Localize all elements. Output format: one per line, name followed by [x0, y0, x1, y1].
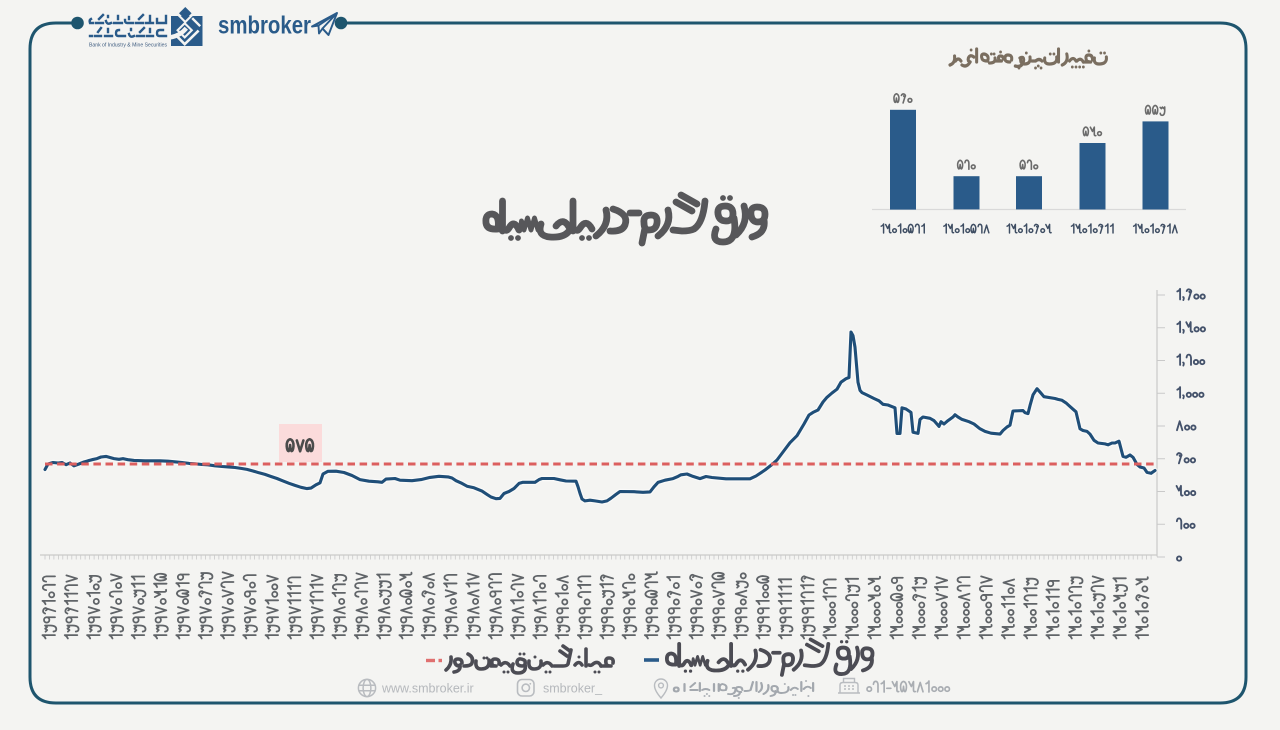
svg-text:smbroker: smbroker — [218, 12, 311, 40]
svg-text:smbroker_: smbroker_ — [543, 682, 603, 696]
svg-text:www.smbroker.ir: www.smbroker.ir — [381, 682, 474, 696]
svg-text:Bank of Industry & Mine Securi: Bank of Industry & Mine Securities — [89, 43, 167, 49]
